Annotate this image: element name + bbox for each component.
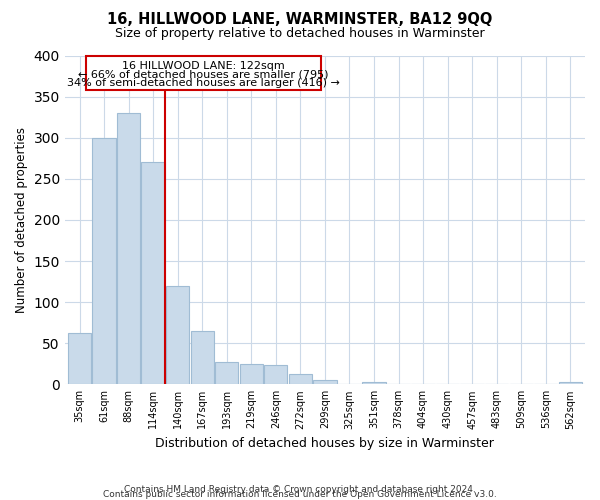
Text: 34% of semi-detached houses are larger (416) →: 34% of semi-detached houses are larger (… — [67, 78, 340, 88]
Bar — [264, 366, 287, 384]
Bar — [559, 382, 582, 384]
Bar — [166, 286, 190, 384]
Bar — [362, 382, 386, 384]
Text: Contains HM Land Registry data © Crown copyright and database right 2024.: Contains HM Land Registry data © Crown c… — [124, 485, 476, 494]
Bar — [313, 380, 337, 384]
Text: ← 66% of detached houses are smaller (795): ← 66% of detached houses are smaller (79… — [78, 70, 329, 80]
Bar — [289, 374, 312, 384]
Text: 16 HILLWOOD LANE: 122sqm: 16 HILLWOOD LANE: 122sqm — [122, 62, 285, 72]
Bar — [142, 162, 165, 384]
Bar — [92, 138, 116, 384]
Text: Size of property relative to detached houses in Warminster: Size of property relative to detached ho… — [115, 28, 485, 40]
Text: 16, HILLWOOD LANE, WARMINSTER, BA12 9QQ: 16, HILLWOOD LANE, WARMINSTER, BA12 9QQ — [107, 12, 493, 28]
Bar — [239, 364, 263, 384]
Bar — [191, 331, 214, 384]
X-axis label: Distribution of detached houses by size in Warminster: Distribution of detached houses by size … — [155, 437, 494, 450]
Y-axis label: Number of detached properties: Number of detached properties — [15, 127, 28, 313]
Bar — [86, 56, 321, 90]
Bar — [215, 362, 238, 384]
Bar — [117, 113, 140, 384]
Text: Contains public sector information licensed under the Open Government Licence v3: Contains public sector information licen… — [103, 490, 497, 499]
Bar — [68, 332, 91, 384]
